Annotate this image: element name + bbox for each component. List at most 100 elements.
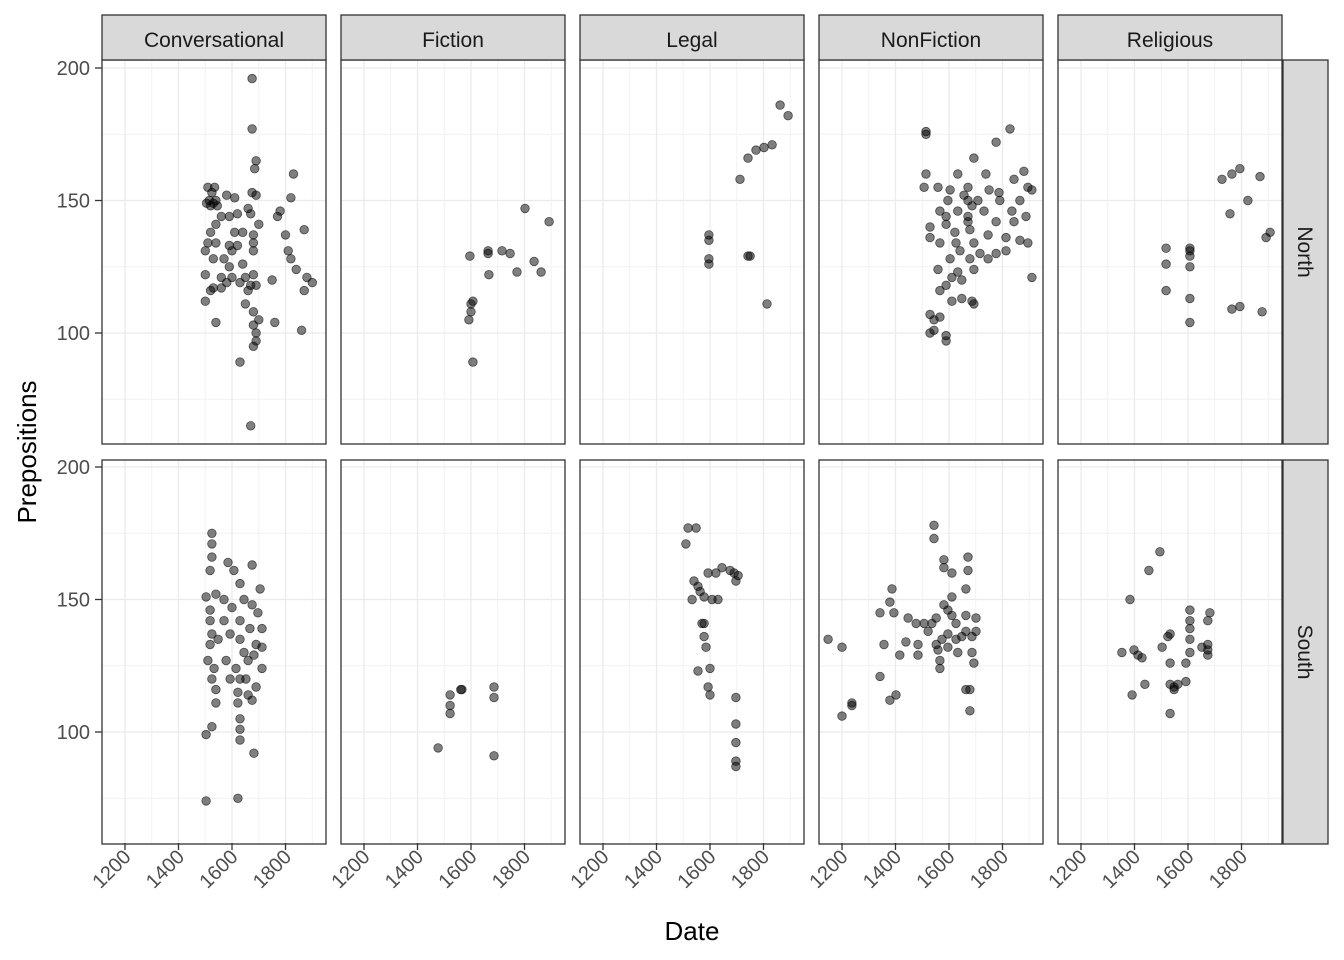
panel-background: [580, 60, 804, 444]
data-point: [1127, 690, 1137, 700]
data-point: [984, 185, 994, 195]
data-point: [951, 238, 961, 248]
x-tick-label: 1600: [1152, 846, 1199, 893]
panel-background: [341, 460, 565, 844]
data-point: [961, 626, 971, 637]
data-point: [953, 206, 963, 216]
data-point: [248, 307, 259, 317]
y-tick-label: 200: [57, 457, 90, 479]
panel-border: [818, 459, 1044, 845]
data-point: [913, 650, 923, 660]
data-point: [235, 634, 245, 645]
data-point: [1181, 658, 1191, 668]
data-point: [201, 729, 211, 740]
data-point: [207, 539, 217, 549]
data-point: [885, 597, 895, 607]
data-point: [935, 663, 945, 674]
x-tick-label: 1800: [249, 846, 296, 893]
data-point: [1173, 679, 1183, 690]
data-point: [251, 156, 261, 166]
data-point: [1009, 216, 1019, 227]
data-point: [941, 280, 951, 291]
data-point: [208, 254, 219, 264]
data-point: [240, 299, 251, 309]
y-axis-title: Prepositions: [12, 380, 42, 523]
data-point: [248, 320, 259, 330]
data-point: [489, 682, 499, 692]
data-point: [943, 642, 953, 652]
data-point: [251, 190, 261, 200]
data-point: [957, 293, 967, 304]
data-point: [227, 246, 237, 256]
data-point: [941, 211, 951, 222]
data-point: [251, 328, 261, 338]
x-tick-label: 1400: [381, 846, 428, 893]
data-point: [973, 195, 983, 206]
data-point: [935, 238, 945, 248]
data-point: [951, 618, 961, 629]
data-point: [229, 227, 240, 238]
data-point: [211, 238, 221, 248]
data-point: [257, 623, 267, 634]
data-point: [1015, 195, 1025, 206]
data-point: [1197, 642, 1207, 652]
data-point: [933, 264, 943, 275]
data-point: [248, 238, 259, 248]
data-point: [299, 285, 309, 296]
x-tick-label: 1600: [913, 846, 960, 893]
data-point: [207, 528, 217, 539]
data-point: [963, 565, 973, 576]
data-point: [307, 277, 318, 288]
data-point: [875, 671, 885, 682]
data-point: [456, 684, 466, 695]
data-point: [969, 658, 979, 668]
data-point: [247, 124, 257, 134]
data-point: [745, 251, 755, 261]
facet-label-legal: Legal: [666, 29, 717, 52]
data-point: [963, 552, 973, 562]
data-point: [225, 629, 235, 639]
data-point: [1117, 647, 1127, 658]
data-point: [901, 637, 911, 647]
data-point: [247, 600, 257, 610]
panel-border: [340, 459, 566, 845]
data-point: [991, 216, 1001, 227]
data-point: [919, 182, 929, 193]
data-point: [704, 259, 714, 269]
data-point: [699, 631, 709, 642]
data-point: [235, 735, 245, 745]
facet-label-fiction: Fiction: [422, 29, 484, 52]
data-point: [1137, 653, 1147, 663]
data-point: [945, 254, 955, 264]
data-point: [224, 211, 235, 222]
data-point: [251, 280, 261, 291]
data-point: [965, 706, 975, 716]
data-point: [923, 626, 933, 637]
data-point: [885, 695, 895, 705]
data-point: [971, 613, 981, 623]
data-point: [1227, 304, 1237, 314]
data-point: [1144, 565, 1154, 576]
data-point: [1217, 174, 1227, 185]
x-tick-label: 1600: [674, 846, 721, 893]
data-point: [1225, 209, 1235, 219]
data-point: [243, 285, 253, 296]
data-point: [699, 618, 709, 629]
data-point: [248, 246, 259, 256]
data-point: [1019, 166, 1029, 177]
data-point: [937, 634, 947, 645]
data-point: [205, 285, 216, 296]
panel-background: [102, 460, 326, 844]
data-point: [489, 692, 499, 703]
data-point: [248, 341, 259, 352]
data-point: [731, 719, 741, 729]
data-point: [911, 618, 921, 629]
data-point: [235, 714, 245, 724]
x-tick-label: 1400: [859, 846, 906, 893]
data-point: [743, 153, 753, 163]
data-point: [536, 267, 546, 277]
panel-background: [580, 460, 804, 844]
data-point: [947, 610, 957, 621]
data-point: [544, 216, 554, 227]
data-point: [205, 616, 215, 626]
